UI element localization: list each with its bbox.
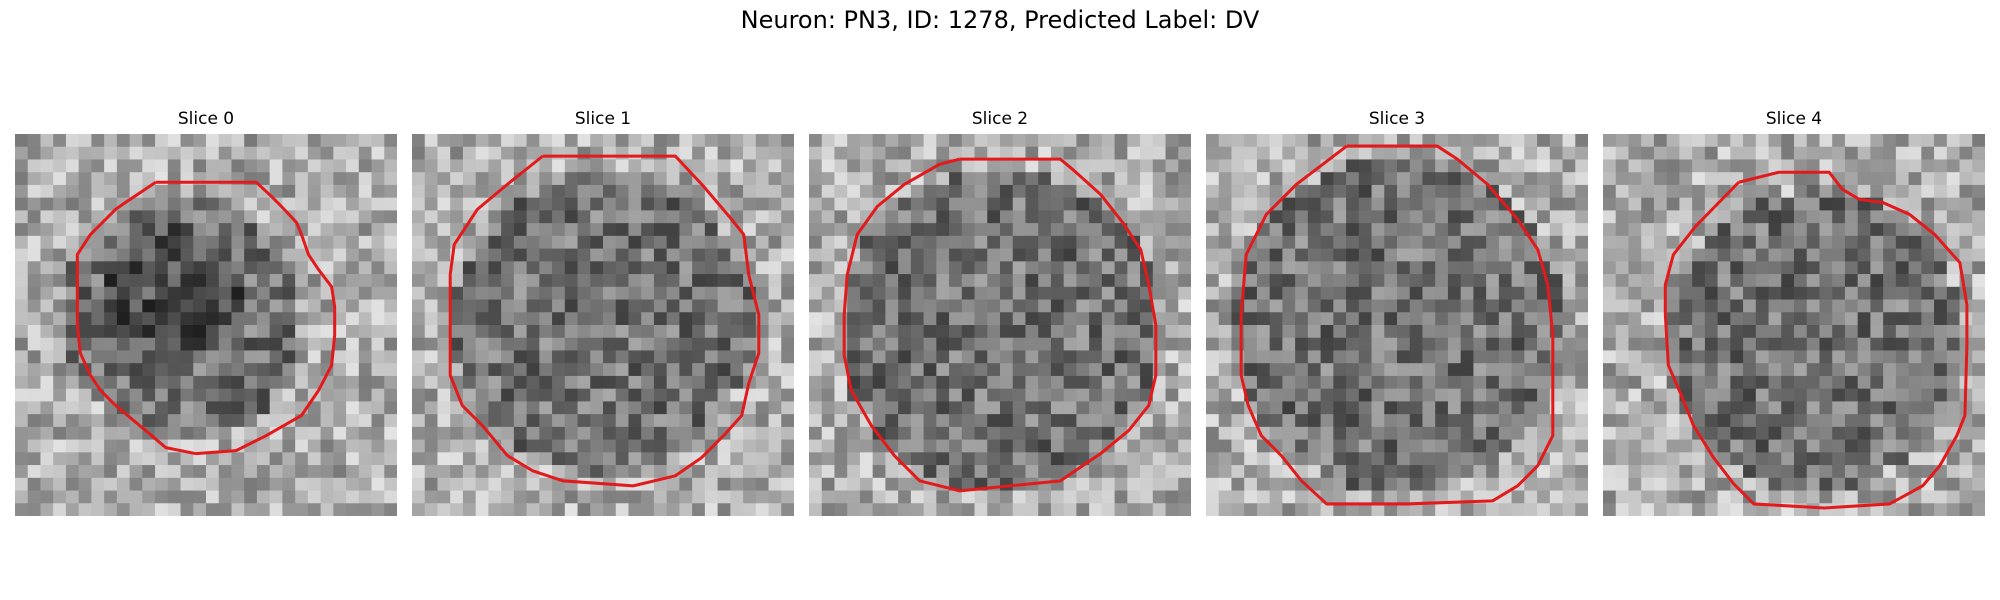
slice-panel-2: Slice 2 (809, 108, 1191, 516)
neuron-contour-1 (448, 154, 761, 488)
slice-image-0 (15, 134, 397, 516)
slice-title-1: Slice 1 (574, 109, 632, 129)
slice-image-3 (1206, 134, 1588, 516)
slice-image-1 (412, 134, 794, 516)
slice-title-0: Slice 0 (177, 109, 235, 129)
slice-panel-0: Slice 0 (15, 108, 397, 516)
neuron-contour-4 (1663, 170, 1969, 510)
slice-title-3: Slice 3 (1368, 109, 1426, 129)
slice-panel-1: Slice 1 (412, 108, 794, 516)
slice-panel-4: Slice 4 (1603, 108, 1985, 516)
neuron-contour-0 (75, 180, 337, 456)
neuron-contour-2 (842, 157, 1158, 493)
slice-image-2 (809, 134, 1191, 516)
slice-image-4 (1603, 134, 1985, 516)
slice-title-2: Slice 2 (971, 109, 1029, 129)
neuron-contour-3 (1239, 144, 1555, 506)
slice-panel-3: Slice 3 (1206, 108, 1588, 516)
figure-title: Neuron: PN3, ID: 1278, Predicted Label: … (740, 6, 1260, 34)
slice-title-4: Slice 4 (1765, 109, 1823, 129)
